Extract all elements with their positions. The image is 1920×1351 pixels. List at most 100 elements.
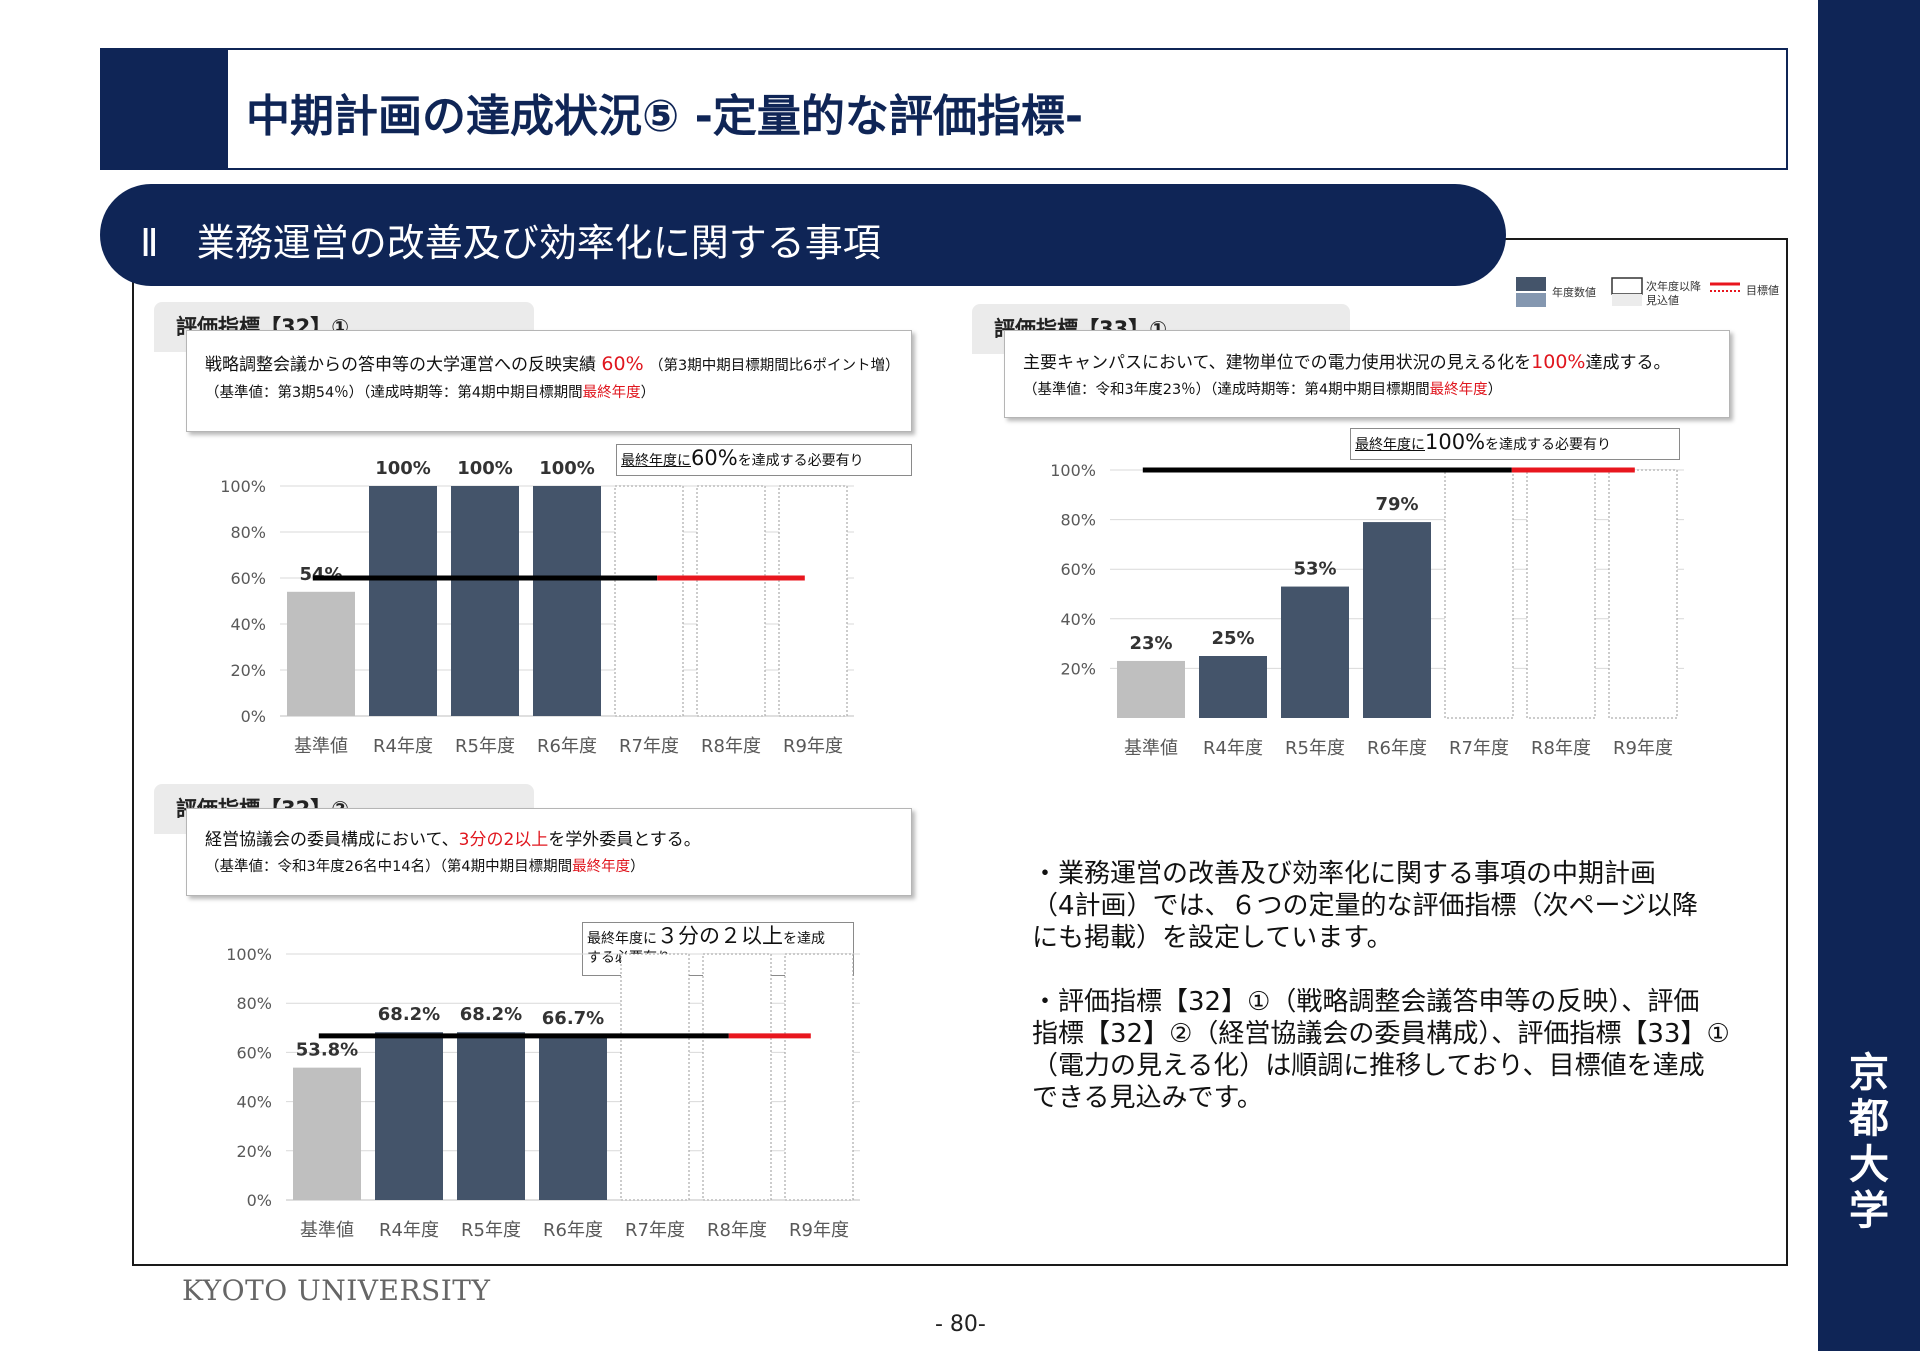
category-label: 基準値 <box>294 736 348 757</box>
page-number: - 80- <box>935 1312 986 1337</box>
y-tick-label: 60% <box>236 1043 272 1062</box>
category-label: R5年度 <box>455 736 515 757</box>
callout-text: を達成する必要有り <box>1485 437 1612 453</box>
y-tick-label: 60% <box>230 569 266 588</box>
category-label: 基準値 <box>300 1220 354 1241</box>
desc-text: 達成する。 <box>1585 353 1671 373</box>
university-vertical-name: 京 都 大 学 <box>1818 1050 1920 1234</box>
category-label: R8年度 <box>1531 738 1591 759</box>
forecast-bar <box>702 953 772 1201</box>
y-tick-label: 100% <box>220 477 266 496</box>
chart-indicator-32-2: 0% 20% 40% 60% 80% 100% 53.8% 基準値 68.2% R4年度 68.2%… <box>226 945 860 1241</box>
category-label: R7年度 <box>625 1220 685 1241</box>
summary-notes: ・業務運営の改善及び効率化に関する事項の中期計画 （4計画）では、６つの定量的な… <box>1032 858 1762 1114</box>
bar <box>1199 656 1267 718</box>
category-label: R4年度 <box>1203 738 1263 759</box>
forecast-bar <box>1526 469 1596 719</box>
legend-forecast-swatch-2 <box>1612 294 1642 306</box>
data-label: 54% <box>299 564 342 585</box>
section-title: Ⅱ 業務運営の改善及び効率化に関する事項 <box>140 221 881 265</box>
note-line: ・業務運営の改善及び効率化に関する事項の中期計画 <box>1032 859 1657 889</box>
bar <box>1281 586 1349 718</box>
note-line: にも掲載）を設定しています。 <box>1032 923 1393 953</box>
category-label: R7年度 <box>619 736 679 757</box>
title-accent-block <box>100 48 228 170</box>
desc-text: 主要キャンパスにおいて、建物単位での電力使用状況の見える化を <box>1023 353 1532 373</box>
indicator-desc-33-1: 主要キャンパスにおいて、建物単位での電力使用状況の見える化を100%達成する。 … <box>1004 330 1730 418</box>
category-label: 基準値 <box>1124 738 1178 759</box>
forecast-bar <box>1444 469 1514 719</box>
univ-char: 都 <box>1849 1095 1889 1142</box>
legend-actual-swatch <box>1516 277 1546 291</box>
data-label: 53% <box>1293 559 1336 580</box>
category-label: R5年度 <box>461 1220 521 1241</box>
desc-text: ） <box>630 859 645 875</box>
desc-highlight: 60% <box>601 353 644 375</box>
forecast-bar <box>784 953 854 1201</box>
callout-text: 最終年度に <box>1355 437 1425 453</box>
page-title: 中期計画の達成状況⑤ -定量的な評価指標- <box>246 91 1084 142</box>
desc-highlight: 最終年度 <box>572 859 631 875</box>
y-tick-label: 40% <box>230 615 266 634</box>
data-label: 100% <box>457 458 513 479</box>
note-line: できる見込みです。 <box>1032 1083 1263 1113</box>
data-label: 25% <box>1211 628 1254 649</box>
bar <box>1363 522 1431 718</box>
desc-text: を学外委員とする。 <box>548 830 701 850</box>
y-tick-label: 20% <box>1060 659 1096 678</box>
university-wordmark: KYOTO UNIVERSITY <box>182 1274 491 1307</box>
desc-highlight: 最終年度 <box>582 385 641 401</box>
univ-char: 大 <box>1849 1141 1889 1188</box>
bar <box>539 1035 607 1200</box>
category-label: R5年度 <box>1285 738 1345 759</box>
univ-char: 京 <box>1849 1049 1889 1096</box>
right-brand-band <box>1818 0 1920 1351</box>
forecast-bar <box>1608 469 1678 719</box>
category-label: R9年度 <box>1613 738 1673 759</box>
y-tick-label: 100% <box>226 945 272 964</box>
category-label: R6年度 <box>537 736 597 757</box>
forecast-bar <box>778 485 848 717</box>
callout-text: 最終年度に <box>587 931 657 947</box>
chart-indicator-32-1: 0% 20% 40% 60% 80% 100% 54% 基準値 100% R4年度 100% R5年度… <box>220 458 854 757</box>
bar <box>375 1032 443 1200</box>
bar <box>287 591 355 716</box>
y-tick-label: 60% <box>1060 560 1096 579</box>
note-line: 指標【32】②（経営協議会の委員構成）、評価指標【33】① <box>1032 1019 1730 1049</box>
section-header-pill <box>100 184 1506 286</box>
forecast-bar <box>696 485 766 717</box>
category-label: R6年度 <box>543 1220 603 1241</box>
bar <box>293 1067 361 1200</box>
legend-target-label: 目標値 <box>1746 284 1779 297</box>
note-line: （4計画）では、６つの定量的な評価指標（次ページ以降 <box>1032 891 1699 921</box>
data-label: 68.2% <box>378 1004 440 1025</box>
desc-text: （基準値：令和3年度26名中14名）（第4期中期目標期間 <box>205 859 573 875</box>
y-tick-label: 0% <box>241 707 266 726</box>
data-label: 23% <box>1129 633 1172 654</box>
callout-value: ３分の２以上 <box>657 924 783 948</box>
desc-text: 戦略調整会議からの答申等の大学運営への反映実績 <box>205 355 596 375</box>
data-label: 66.7% <box>542 1008 604 1029</box>
category-label: R7年度 <box>1449 738 1509 759</box>
desc-text: 経営協議会の委員構成において、 <box>205 830 459 850</box>
bar <box>369 486 437 716</box>
bar <box>457 1032 525 1200</box>
callout-value: 60% <box>691 446 738 470</box>
data-label: 53.8% <box>296 1040 358 1061</box>
note-line: （電力の見える化）は順調に推移しており、目標値を達成 <box>1032 1051 1705 1081</box>
desc-text: ） <box>640 385 656 401</box>
legend-graphic <box>1516 277 1740 307</box>
desc-highlight: 100% <box>1531 351 1586 373</box>
category-label: R8年度 <box>707 1220 767 1241</box>
y-tick-label: 100% <box>1050 461 1096 480</box>
forecast-bar <box>620 953 690 1201</box>
legend-actual-label: 年度数値 <box>1552 286 1596 299</box>
category-label: R6年度 <box>1367 738 1427 759</box>
indicator-desc-32-2: 経営協議会の委員構成において、3分の2以上を学外委員とする。 （基準値：令和3年… <box>186 808 912 896</box>
data-label: 100% <box>539 458 595 479</box>
legend-actual-swatch-2 <box>1516 293 1546 307</box>
category-label: R4年度 <box>373 736 433 757</box>
y-tick-label: 80% <box>1060 511 1096 530</box>
legend-forecast-swatch <box>1611 277 1643 295</box>
category-label: R9年度 <box>789 1220 849 1241</box>
